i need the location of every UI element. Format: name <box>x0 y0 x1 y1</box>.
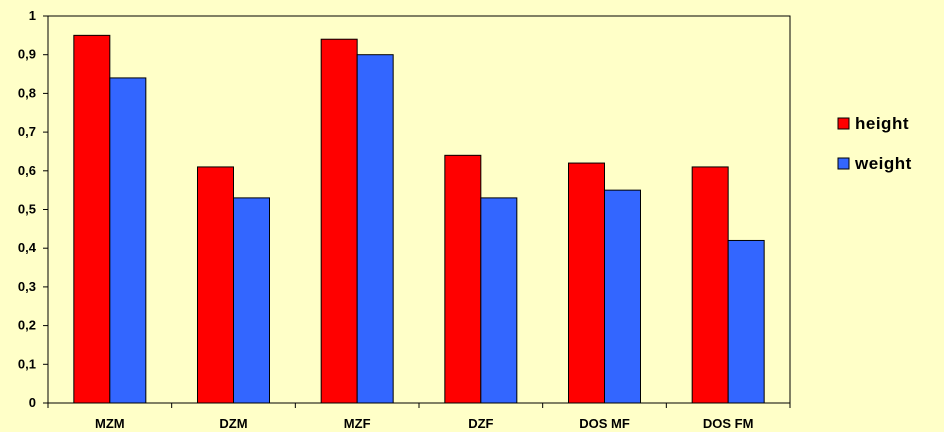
x-axis: MZM DZM MZF DZF DOS MF DOS FM <box>47 403 791 431</box>
plot-area <box>47 15 791 404</box>
legend-label-height: height <box>855 114 909 133</box>
y-tick-label: 0,8 <box>18 85 36 100</box>
bars-group <box>73 34 765 404</box>
y-tick-label: 0 <box>29 395 36 410</box>
y-tick-label: 0,2 <box>18 318 36 333</box>
x-category-label: DOS MF <box>579 416 630 431</box>
bar-height-dzf <box>444 154 482 404</box>
legend-swatch-height <box>837 117 850 130</box>
x-category-label: DZF <box>468 416 493 431</box>
bar-height-dzm <box>197 166 234 404</box>
y-tick-label: 1 <box>29 8 36 23</box>
y-tick-label: 0,7 <box>18 124 36 139</box>
y-axis: 0 0,1 0,2 0,3 0,4 0,5 0,6 0,7 0,8 0,9 1 <box>18 8 48 410</box>
y-tick-label: 0,5 <box>18 202 36 217</box>
x-category-label: DZM <box>219 416 247 431</box>
y-tick-label: 0,4 <box>18 240 37 255</box>
bar-height-dos-mf <box>568 162 605 404</box>
y-tick-label: 0,3 <box>18 279 36 294</box>
legend: height weight <box>837 114 912 173</box>
bar-weight-mzf <box>356 54 394 404</box>
bar-weight-dzm <box>233 197 270 404</box>
legend-label-weight: weight <box>854 154 912 173</box>
legend-swatch-weight <box>837 157 850 170</box>
bar-weight-dzf <box>480 197 518 404</box>
x-category-label: MZM <box>95 416 125 431</box>
bar-height-mzf <box>320 38 358 404</box>
bar-height-mzm <box>73 34 111 404</box>
y-tick-label: 0,9 <box>18 47 36 62</box>
y-tick-label: 0,6 <box>18 163 36 178</box>
x-category-label: DOS FM <box>703 416 754 431</box>
x-category-label: MZF <box>344 416 371 431</box>
bar-weight-mzm <box>109 77 147 404</box>
y-tick-label: 0,1 <box>18 356 36 371</box>
bar-weight-dos-fm <box>727 239 765 404</box>
bar-height-dos-fm <box>691 166 729 404</box>
bar-weight-dos-mf <box>604 189 641 404</box>
